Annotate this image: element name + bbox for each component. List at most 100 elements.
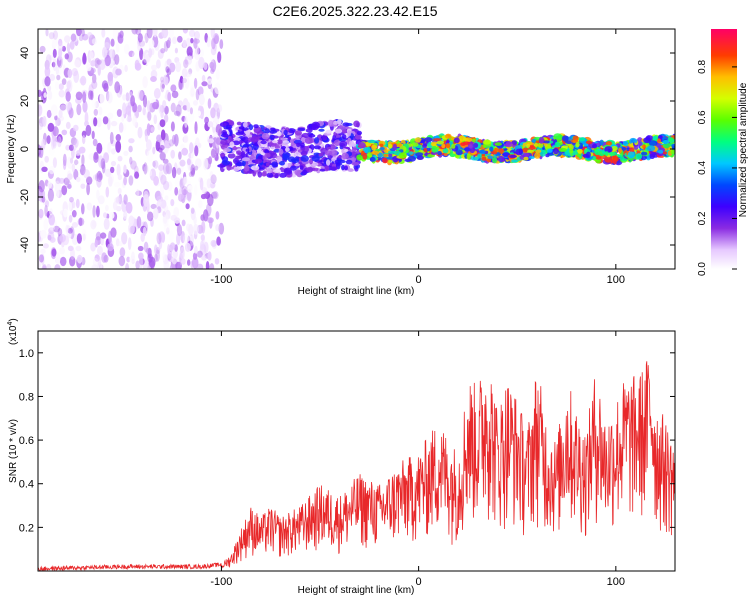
spectrogram-cell [58,109,63,119]
spectrogram-cell [420,139,426,144]
spectrogram-cell [126,116,132,123]
spectrogram-cell [195,88,200,101]
spectrogram-cell [73,70,80,83]
spectrogram-cell [124,64,128,73]
spectrogram-cell [332,134,337,142]
spectrogram-cell [183,135,189,143]
spectrogram-cell [118,122,124,133]
spectrogram-cell [283,167,292,174]
spectrogram-cell [207,121,214,128]
spectrogram-cell [138,252,144,260]
colorbar-label: Normalized spectral amplitude [738,82,749,217]
spectrogram-cell [351,157,357,162]
spectrogram-cell [103,152,109,163]
spectrogram-cell [108,93,113,103]
spectrogram-cell [155,249,160,262]
spectrogram-cell [523,156,529,161]
spectrogram-cell [163,223,171,232]
spectrogram-cell [489,146,494,152]
spectrogram-cell [142,59,147,66]
spectrogram-cell [535,149,542,154]
spectrogram-cell [209,171,214,179]
spectrogram-cell [65,224,69,233]
spectrogram-cell [212,131,218,137]
spectrogram-cell [134,171,140,179]
spectrogram-cell [123,150,129,156]
spectrogram-cell [173,217,181,224]
spectrogram-cell [408,151,414,155]
spectrogram-cell [199,177,204,191]
spectrogram-cell [162,251,166,262]
spectrogram-cell [76,254,83,264]
spectrogram-cell [115,42,120,53]
spectrogram-cell [160,76,164,83]
spectrogram-cell [206,178,212,189]
spectrogram-cell [164,76,169,86]
spectrogram-cell [128,175,134,186]
spectrogram-cell [143,194,150,207]
spectrogram-cell [49,224,56,231]
spectrogram-cell [188,171,193,178]
spectrogram-cell [137,43,142,51]
spectrogram-cell [46,263,52,269]
spectrogram-cell [322,134,328,141]
spectrogram-cell [585,140,593,145]
spectrogram-cell [379,147,385,151]
spectrogram-cell [533,143,539,147]
spectrogram-cell [182,105,188,111]
spectrogram-cell [478,149,486,154]
spectrogram-cell [299,165,304,170]
spectrogram-cell [203,91,210,100]
spectrogram-cell [211,191,218,199]
spectrogram-cell [107,112,114,120]
spectrogram-cell [73,168,79,180]
spectrogram-cell [122,94,127,101]
spectrogram-cell [177,35,183,43]
spectrogram-cell [604,146,613,153]
spectrogram-cell [87,32,93,39]
spectrogram-cell [99,92,105,105]
spectrogram-cell [242,144,248,148]
spectrogram-cell [641,151,648,156]
spectrogram-cell [54,264,61,269]
spectrogram-cell [327,119,335,127]
spectrogram-cell [61,129,68,136]
spectrogram-cell [41,138,46,150]
spectrogram-cell [112,201,118,211]
spectrogram-cell [63,208,68,218]
spectrogram-cell [114,54,120,65]
spectrogram-cell [251,136,259,143]
spectrogram-cell [132,201,138,215]
snr-y-ticks: 0.2 0.4 0.6 0.8 1.0 [19,348,675,534]
spectrogram-cell [599,139,604,146]
spectrogram-cell [51,61,56,68]
spectrogram-cell [152,146,156,155]
spectrogram-cell [46,135,51,145]
spectrogram-cell [371,144,377,151]
spectrogram-cell [145,111,150,119]
spectrogram-cell [175,61,182,73]
spectrogram-cell [585,151,591,158]
spectrogram-cell [194,145,199,157]
spectrogram-cell [139,47,144,61]
spectrogram-cell [40,229,47,239]
spectrogram-cell [208,227,213,236]
spectrogram-cell [81,154,85,167]
spectrogram-cell [193,246,198,254]
spectrogram-cell [232,166,240,172]
spectrogram-cell [69,157,74,164]
spectrogram-cell [223,122,227,127]
spectrogram-cell [131,29,138,35]
y-tick-label: 0.2 [19,522,34,534]
spectrogram-cell [107,243,114,252]
spectrogram-cell [137,104,142,113]
spectrogram-cell [158,104,163,114]
spectrogram-cell [178,187,185,200]
spectrogram-cell [47,85,52,92]
spectrogram-cell [160,129,166,141]
spectrogram-cell [80,178,86,184]
spectrogram-cell [62,153,67,166]
spectrogram-cell [97,255,102,268]
spectrogram-cell [492,157,498,164]
spectrogram-cell [91,99,97,109]
